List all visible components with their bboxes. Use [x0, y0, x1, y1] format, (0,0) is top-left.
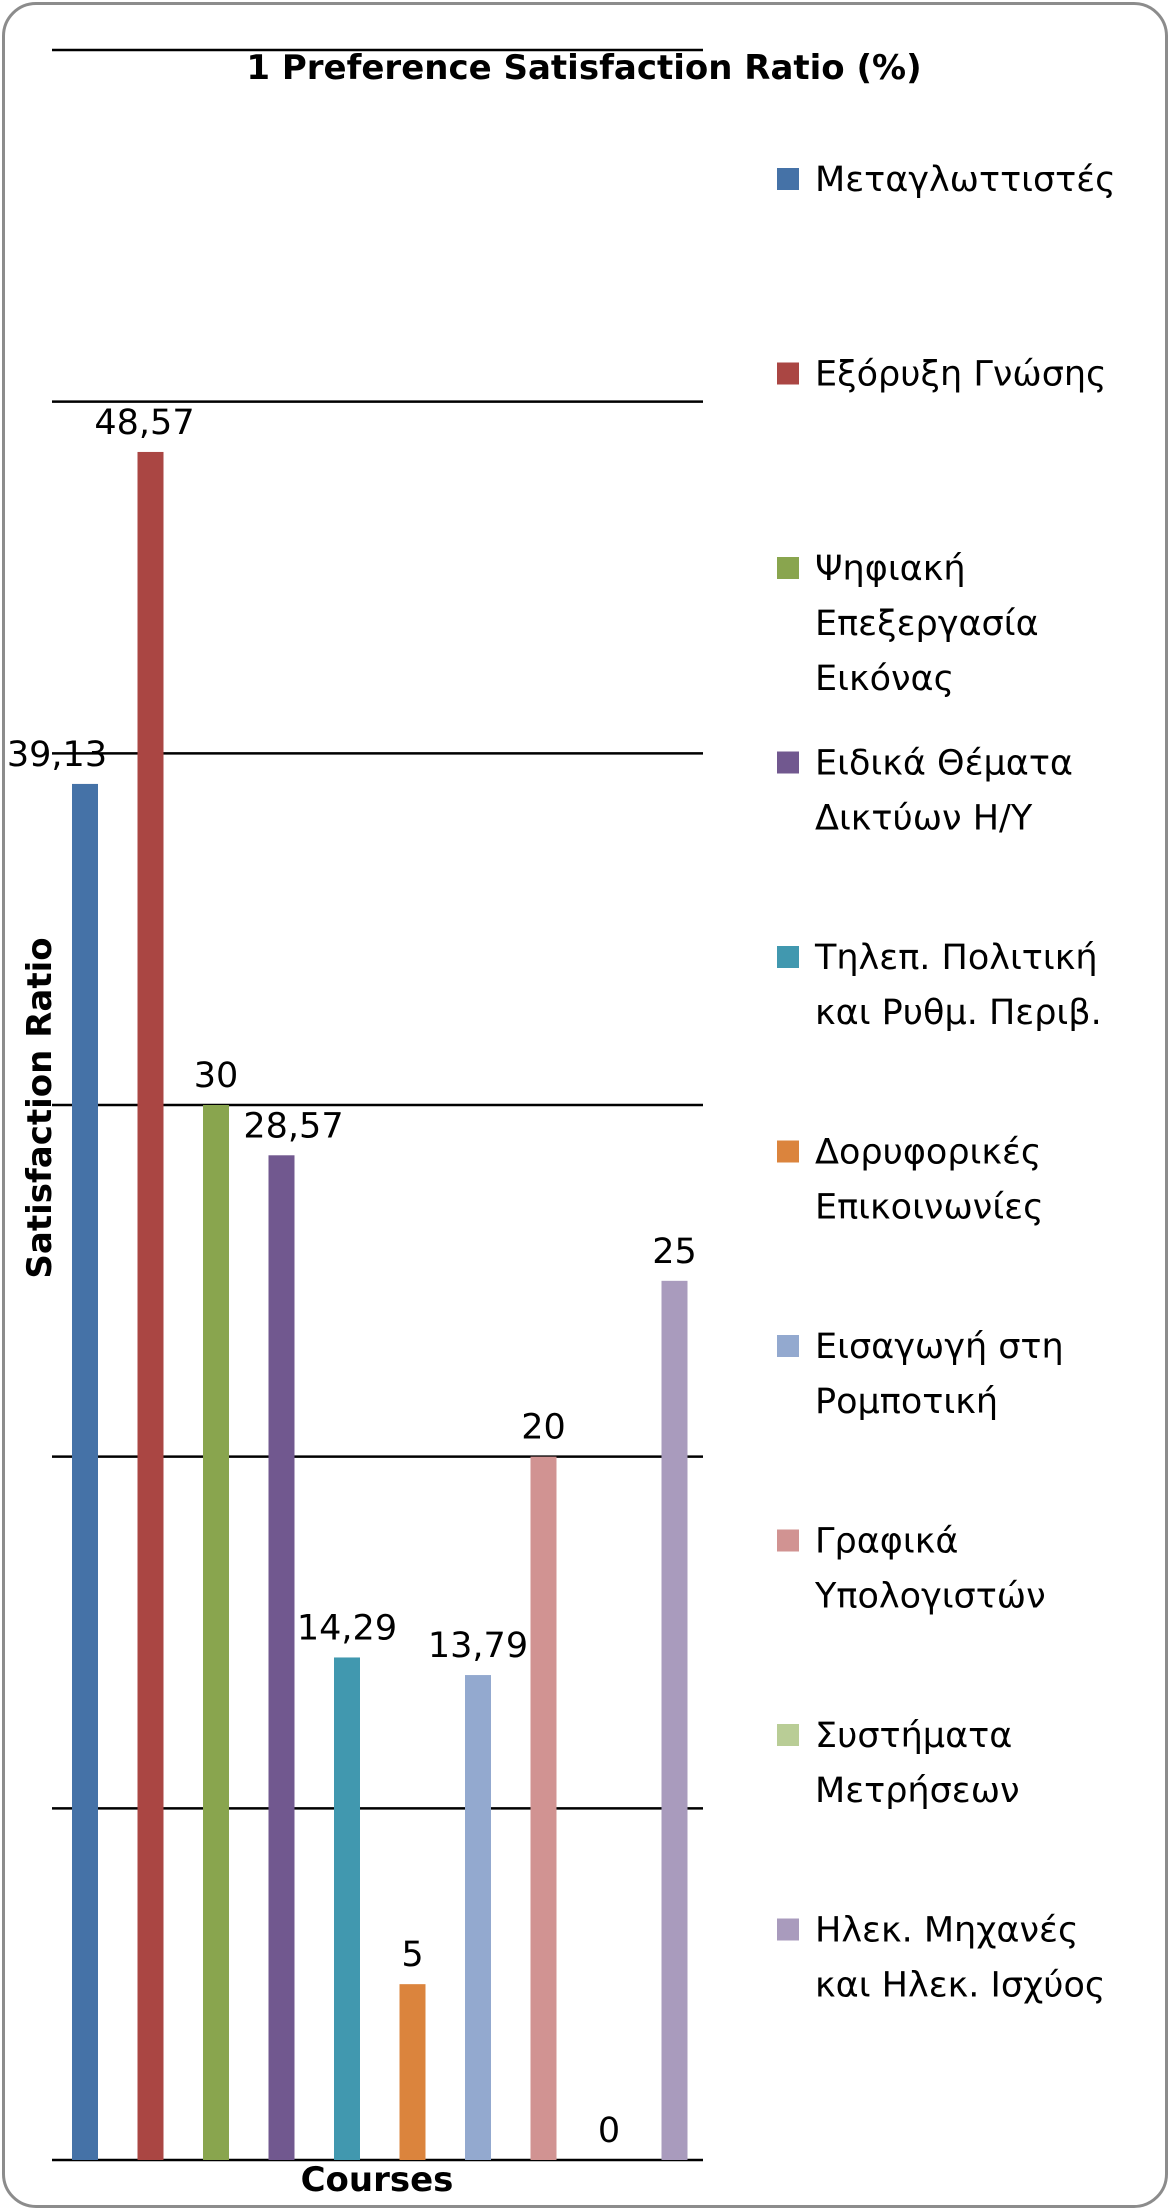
data-label: 5 — [401, 1935, 423, 1975]
x-axis-title: Courses — [301, 2160, 454, 2200]
bar — [203, 1105, 229, 2160]
data-label: 25 — [652, 1232, 697, 1272]
legend-label: Γραφικά — [815, 1522, 958, 1562]
bar — [465, 1675, 491, 2160]
legend-label: Ρομποτική — [815, 1382, 998, 1422]
legend-swatch — [777, 1918, 799, 1941]
data-label: 14,29 — [297, 1608, 397, 1648]
bar — [530, 1456, 557, 2160]
legend-label: Ηλεκ. Μηχανές — [815, 1911, 1079, 1951]
legend-swatch — [777, 1529, 799, 1552]
bar — [661, 1280, 688, 2160]
data-label: 13,79 — [428, 1626, 528, 1666]
legend-label: και Ρυθμ. Περιβ. — [815, 993, 1102, 1033]
legend-label: Μεταγλωττιστές — [815, 160, 1116, 200]
legend-label: Εισαγωγή στη — [815, 1327, 1064, 1367]
legend-swatch — [777, 751, 799, 774]
data-label: 20 — [521, 1408, 566, 1448]
legend-label: Εξόρυξη Γνώσης — [815, 355, 1107, 395]
legend: Μεταγλωττιστές Εξόρυξη Γνώσης Ψηφιακή Επεξε… — [777, 160, 1116, 2006]
data-label: 30 — [194, 1056, 239, 1096]
legend-swatch — [777, 168, 799, 190]
data-label: 28,57 — [243, 1106, 343, 1146]
chart-title: 1 Preference Satisfaction Ratio (%) — [246, 48, 921, 88]
legend-swatch — [777, 1140, 799, 1163]
bars — [72, 451, 688, 2161]
data-label: 39,13 — [7, 735, 107, 775]
legend-label: Επεξεργασία — [815, 604, 1039, 644]
legend-label: Ειδικά Θέματα — [815, 744, 1073, 784]
bar — [137, 451, 164, 2161]
legend-label: Εικόνας — [815, 659, 954, 699]
legend-swatch — [777, 557, 799, 579]
legend-label: Μετρήσεων — [815, 1771, 1020, 1811]
y-axis-title: Satisfaction Ratio — [20, 937, 60, 1278]
legend-label: Τηλεπ. Πολιτική — [814, 938, 1098, 978]
bar — [72, 783, 98, 2160]
legend-swatch — [777, 362, 799, 385]
legend-label: Δορυφορικές — [815, 1133, 1041, 1173]
legend-label: και Ηλεκ. Ισχύος — [815, 1966, 1105, 2006]
legend-label: Επικοινωνίες — [815, 1188, 1044, 1228]
data-label: 0 — [598, 2111, 620, 2151]
legend-swatch — [777, 1335, 799, 1357]
legend-label: Δικτύων Η/Υ — [815, 799, 1033, 839]
legend-swatch — [777, 1724, 799, 1746]
legend-label: Συστήματα — [815, 1716, 1012, 1756]
bar — [268, 1155, 295, 2160]
data-label: 48,57 — [94, 403, 194, 443]
bar — [399, 1984, 426, 2160]
legend-label: Υπολογιστών — [814, 1577, 1046, 1617]
bar — [334, 1657, 360, 2160]
legend-label: Ψηφιακή — [815, 549, 966, 589]
legend-swatch — [777, 946, 799, 968]
